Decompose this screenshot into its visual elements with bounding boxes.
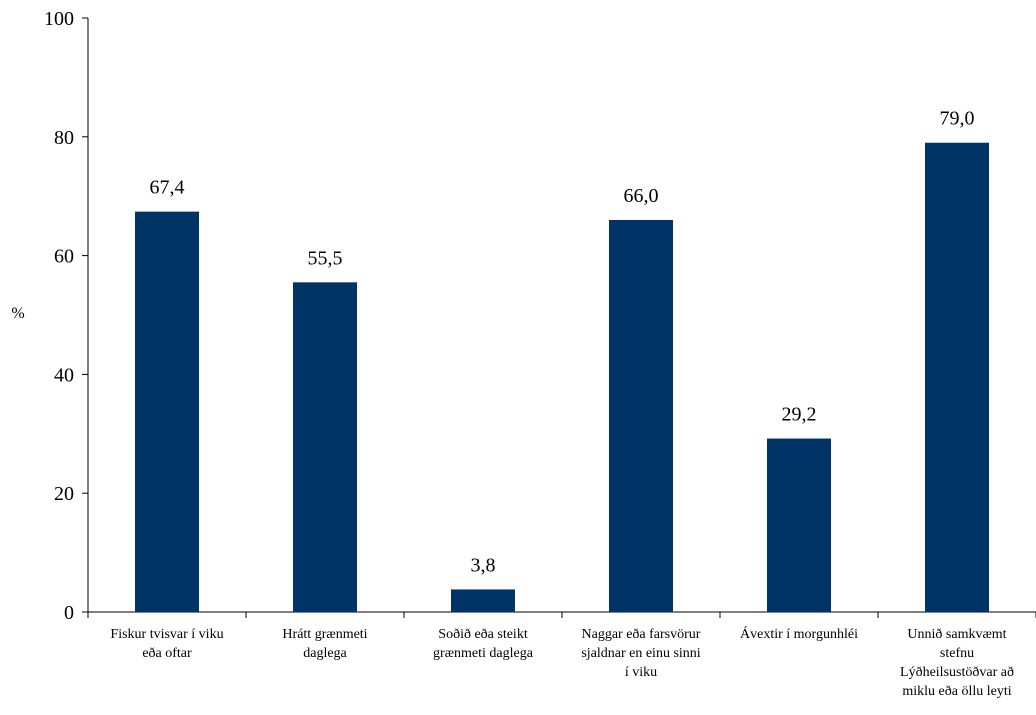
category-label-line: Fiskur tvisvar í viku — [110, 627, 223, 642]
category-label-line: stefnu — [940, 646, 974, 661]
category-label-line: sjaldnar en einu sinni — [581, 646, 700, 661]
category-label-line: daglega — [303, 646, 347, 661]
category-label-line: í viku — [625, 665, 657, 680]
data-label: 67,4 — [150, 177, 185, 199]
category-label-line: grænmeti daglega — [433, 646, 534, 661]
category-label: Fiskur tvisvar í viku eða oftar — [110, 627, 223, 661]
category-label-line: Lýðheilsustöðvar að — [900, 665, 1014, 680]
bars — [135, 142, 989, 613]
bar — [293, 282, 357, 612]
category-label: Unnið samkvæmt stefnu Lýðheilsustöðvar að m… — [900, 627, 1014, 699]
y-tick-label: 0 — [64, 602, 74, 624]
y-tick-label: 60 — [54, 246, 74, 268]
y-tick-label: 80 — [54, 127, 74, 149]
data-label: 79,0 — [940, 108, 975, 130]
category-label: Soðið eða steikt grænmeti daglega — [433, 627, 534, 661]
category-label-line: Soðið eða steikt — [438, 627, 528, 642]
category-label-line: Unnið samkvæmt — [907, 627, 1006, 642]
data-label: 55,5 — [308, 247, 343, 269]
category-label-line: Ávextir í morgunhléi — [740, 625, 858, 642]
y-axis-label: % — [11, 305, 24, 322]
category-label-line: miklu eða öllu leyti — [902, 684, 1011, 699]
category-label: Naggar eða farsvörur sjaldnar en einu sin… — [581, 627, 700, 680]
data-label: 29,2 — [782, 404, 817, 426]
bar — [767, 438, 831, 612]
data-label: 3,8 — [471, 554, 496, 576]
bar — [609, 219, 673, 612]
labels: 67,4 Fiskur tvisvar í viku eða oftar 55,5 Hr… — [110, 108, 1014, 699]
y-tick-label: 100 — [44, 8, 74, 30]
category-label: Hrátt grænmeti daglega — [282, 627, 367, 661]
bar — [135, 211, 199, 613]
bar — [925, 142, 989, 613]
category-label-line: Naggar eða farsvörur — [582, 627, 701, 642]
y-tick-label: 20 — [54, 483, 74, 505]
data-label: 66,0 — [624, 185, 659, 207]
y-tick-label: 40 — [54, 364, 74, 386]
axes: 0 20 40 60 80 100 — [44, 8, 1036, 624]
bar — [451, 589, 515, 612]
category-label-line: Hrátt grænmeti — [282, 627, 367, 642]
category-label-line: eða oftar — [142, 646, 192, 661]
category-label: Ávextir í morgunhléi — [740, 625, 858, 642]
